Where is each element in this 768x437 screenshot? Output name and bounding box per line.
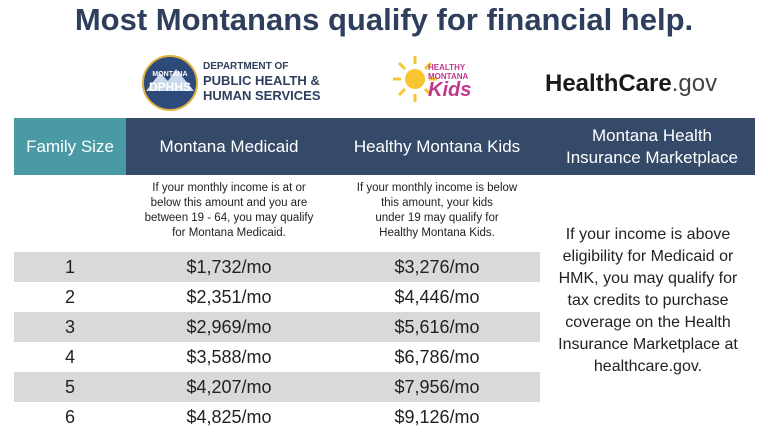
- income-limit: $6,786/mo: [394, 347, 480, 367]
- income-limit: $1,732/mo: [186, 257, 272, 277]
- row-band: [14, 252, 540, 282]
- column-header: Family Size: [14, 118, 126, 175]
- row-band: [14, 312, 540, 342]
- note-line: If your monthly income is below: [356, 182, 518, 194]
- note-line: under 19 may qualify for: [375, 212, 499, 224]
- hmk-line: MONTANA: [428, 72, 469, 81]
- income-limit: $7,956/mo: [394, 377, 480, 397]
- dphhs-line: DEPARTMENT OF: [203, 61, 289, 72]
- family-size: 3: [64, 317, 75, 337]
- dphhs-badge: [142, 55, 198, 111]
- family-size: 2: [64, 287, 75, 307]
- header-band: [126, 118, 755, 175]
- marketplace-line: healthcare.gov.: [593, 358, 703, 375]
- dphhs-line: PUBLIC HEALTH &: [203, 73, 320, 88]
- healthcare-logo: HealthCare.gov: [545, 70, 717, 98]
- marketplace-line: eligibility for Medicaid or: [562, 248, 734, 265]
- column-header: Healthy Montana Kids: [353, 136, 521, 156]
- family-size: 5: [64, 377, 75, 397]
- income-limit: $4,446/mo: [394, 287, 480, 307]
- family-size: 4: [64, 347, 75, 367]
- marketplace-line: Insurance Marketplace at: [558, 336, 738, 353]
- marketplace-line: coverage on the Health: [565, 314, 731, 331]
- dphhs-line: HUMAN SERVICES: [203, 88, 321, 103]
- title: Most Montanans qualify for financial hel…: [74, 2, 694, 37]
- note-line: If your monthly income is at or: [152, 182, 306, 194]
- marketplace-line: If your income is above: [565, 226, 731, 243]
- income-limit: $4,207/mo: [186, 377, 272, 397]
- family-size: 6: [64, 407, 75, 427]
- income-limit: $3,588/mo: [186, 347, 272, 367]
- family-size: 1: [64, 257, 75, 277]
- income-limit: $9,126/mo: [394, 407, 480, 427]
- column-note: If your monthly income is at or below thi…: [126, 181, 332, 241]
- column-header: Montana Health Insurance Marketplace: [566, 125, 738, 167]
- healthcare-name: HealthCare: [545, 70, 672, 97]
- note-line: between 19 - 64, you may qualify: [144, 212, 314, 224]
- marketplace-line: HMK, you may qualify for: [558, 270, 738, 287]
- income-limit: $2,351/mo: [186, 287, 272, 307]
- note-line: for Montana Medicaid.: [172, 227, 286, 239]
- note-line: below this amount and you are: [150, 197, 308, 209]
- hmk-kids: Kids: [428, 79, 472, 101]
- badge-text: DPHHS: [148, 80, 191, 94]
- column-header: Montana Medicaid: [159, 136, 299, 156]
- marketplace-line: tax credits to purchase: [567, 292, 729, 309]
- badge-top: MONTANA: [152, 71, 188, 78]
- healthcare-suffix: .gov: [671, 70, 718, 97]
- income-limit: $4,825/mo: [186, 407, 272, 427]
- note-line: Healthy Montana Kids.: [379, 227, 495, 239]
- income-limit: $2,969/mo: [186, 317, 272, 337]
- note-line: this amount, your kids: [381, 197, 493, 209]
- column-note: If your monthly income is below this amou…: [332, 181, 542, 241]
- income-limit: $5,616/mo: [394, 317, 480, 337]
- marketplace-note: If your income is above eligibility for M…: [548, 224, 748, 378]
- hmk-line: HEALTHY: [428, 63, 466, 72]
- row-band: [14, 372, 540, 402]
- income-limit: $3,276/mo: [394, 257, 480, 277]
- hmk-sun: [393, 56, 437, 102]
